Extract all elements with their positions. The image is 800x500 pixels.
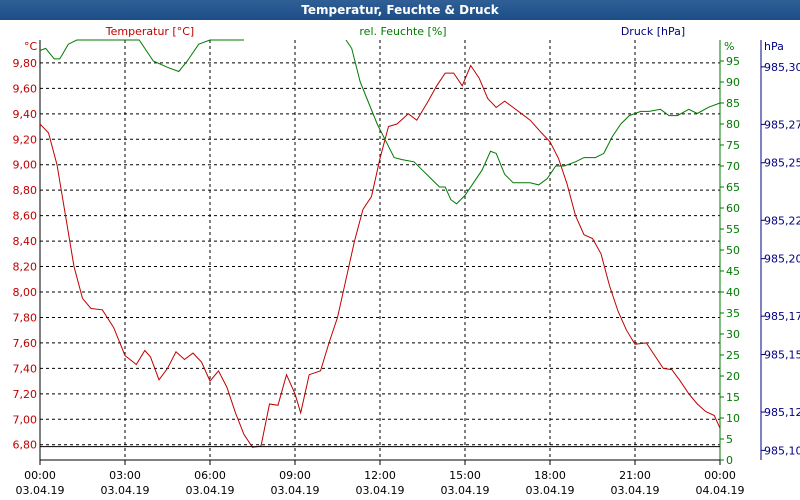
x-tick-time: 03:00 [109, 469, 141, 482]
x-tick-time: 15:00 [449, 469, 481, 482]
x-tick-time: 18:00 [534, 469, 566, 482]
temp-tick-label: 9,80 [13, 57, 38, 70]
x-tick-time: 12:00 [364, 469, 396, 482]
temp-tick-label: 9,60 [13, 82, 38, 95]
temp-tick-label: 8,00 [13, 286, 38, 299]
humidity-tick-label: 75 [726, 139, 740, 152]
humidity-tick-label: 65 [726, 181, 740, 194]
pressure-tick-label: 985,30 [764, 61, 800, 74]
pressure-tick-label: 985,12 [764, 406, 800, 419]
window-title: Temperatur, Feuchte & Druck [0, 0, 800, 20]
temp-tick-label: 6,80 [13, 439, 38, 452]
series-line-humidity [39, 39, 721, 205]
grid-lines [40, 40, 720, 460]
humidity-tick-label: 5 [726, 433, 733, 446]
x-tick-date: 03.04.19 [526, 484, 575, 497]
pressure-tick-label: 985,15 [764, 349, 800, 362]
temp-tick-label: 8,40 [13, 235, 38, 248]
x-tick-time: 00:00 [704, 469, 736, 482]
x-tick-date: 03.04.19 [356, 484, 405, 497]
temp-tick-label: 9,20 [13, 133, 38, 146]
pressure-tick-label: 985,20 [764, 253, 800, 266]
humidity-tick-label: 70 [726, 160, 740, 173]
x-tick-date: 03.04.19 [16, 484, 65, 497]
x-tick-time: 06:00 [194, 469, 226, 482]
x-tick-date: 03.04.19 [271, 484, 320, 497]
humidity-unit-label: % [724, 40, 734, 53]
x-tick-date: 03.04.19 [611, 484, 660, 497]
humidity-tick-label: 25 [726, 349, 740, 362]
series-lines [39, 39, 721, 448]
temp-unit-label: °C [24, 40, 38, 53]
temp-tick-label: 7,00 [13, 413, 38, 426]
temp-tick-label: 9,00 [13, 159, 38, 172]
humidity-tick-label: 35 [726, 307, 740, 320]
x-tick-date: 03.04.19 [441, 484, 490, 497]
temp-tick-label: 8,60 [13, 210, 38, 223]
x-tick-date: 03.04.19 [101, 484, 150, 497]
pressure-tick-label: 985,17 [764, 310, 800, 323]
humidity-tick-label: 15 [726, 391, 740, 404]
x-tick-time: 21:00 [619, 469, 651, 482]
humidity-tick-label: 20 [726, 370, 740, 383]
x-tick-time: 09:00 [279, 469, 311, 482]
pressure-tick-label: 985,25 [764, 157, 800, 170]
humidity-tick-label: 80 [726, 118, 740, 131]
x-tick-time: 00:00 [24, 469, 56, 482]
temp-tick-label: 7,20 [13, 388, 38, 401]
temp-tick-label: 8,20 [13, 261, 38, 274]
pressure-unit-label: hPa [764, 40, 784, 53]
pressure-axis-title: Druck [hPa] [621, 25, 685, 38]
pressure-tick-label: 985,27 [764, 118, 800, 131]
temp-tick-label: 7,40 [13, 362, 38, 375]
humidity-tick-label: 50 [726, 244, 740, 257]
humidity-tick-label: 55 [726, 223, 740, 236]
humidity-tick-label: 0 [726, 454, 733, 467]
pressure-tick-label: 985,22 [764, 214, 800, 227]
x-tick-date: 04.04.19 [696, 484, 745, 497]
x-tick-date: 03.04.19 [186, 484, 235, 497]
humidity-tick-label: 10 [726, 412, 740, 425]
humidity-tick-label: 90 [726, 76, 740, 89]
axis-labels: 6,80 7,00 7,20 7,40 7,60 7,80 8,00 8,20 8,40 8,60… [13, 25, 800, 497]
humidity-tick-label: 30 [726, 328, 740, 341]
axes [39, 40, 765, 465]
humidity-tick-label: 40 [726, 286, 740, 299]
temp-tick-label: 8,80 [13, 184, 38, 197]
temp-axis-title: Temperatur [°C] [105, 25, 194, 38]
humidity-tick-label: 45 [726, 265, 740, 278]
series-line-temperature [39, 64, 721, 448]
pressure-tick-label: 985,10 [764, 444, 800, 457]
humidity-axis-title: rel. Feuchte [%] [359, 25, 446, 38]
humidity-tick-label: 95 [726, 55, 740, 68]
temp-tick-label: 9,40 [13, 108, 38, 121]
temp-tick-label: 7,80 [13, 311, 38, 324]
humidity-tick-label: 60 [726, 202, 740, 215]
humidity-tick-label: 85 [726, 97, 740, 110]
temp-tick-label: 7,60 [13, 337, 38, 350]
